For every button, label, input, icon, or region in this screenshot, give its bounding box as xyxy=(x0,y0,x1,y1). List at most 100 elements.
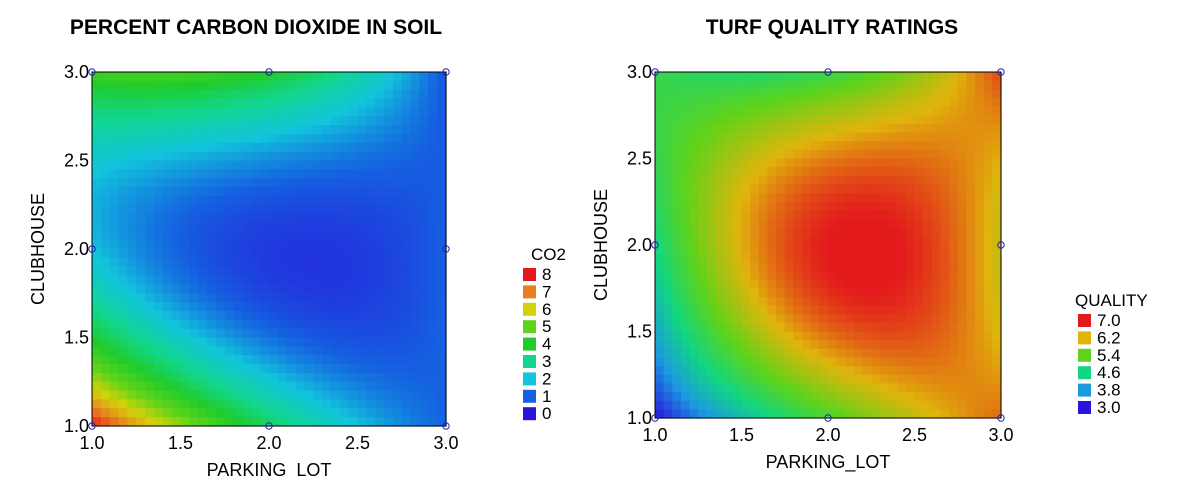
heat-cell xyxy=(672,262,682,272)
heat-cell xyxy=(905,236,916,246)
heat-cell xyxy=(401,169,412,179)
heat-cell xyxy=(189,125,199,135)
heat-cell xyxy=(879,296,890,307)
heat-cell xyxy=(914,106,924,116)
heat-cell xyxy=(715,80,725,90)
heat-cell xyxy=(215,408,226,418)
heat-cell xyxy=(330,231,341,241)
heat-cell xyxy=(914,89,924,99)
heat-cell xyxy=(975,123,985,134)
heat-cell xyxy=(233,231,244,241)
heat-cell xyxy=(419,116,429,126)
heat-cell xyxy=(957,348,967,359)
heat-cell xyxy=(914,296,924,307)
heat-cell xyxy=(207,116,217,126)
heat-cell xyxy=(672,366,682,376)
heat-cell xyxy=(348,116,359,126)
heat-cell xyxy=(357,408,367,418)
heat-cell xyxy=(428,178,438,188)
heat-cell xyxy=(853,253,864,263)
heat-cell xyxy=(750,253,760,263)
heat-cell xyxy=(905,175,916,186)
heat-cell xyxy=(375,151,385,162)
heat-cell xyxy=(322,249,332,259)
heat-cell xyxy=(888,322,898,333)
heat-cell xyxy=(136,213,146,224)
heat-cell xyxy=(233,249,244,259)
heat-cell xyxy=(923,366,933,376)
heat-cell xyxy=(118,116,128,126)
heat-cell xyxy=(655,167,665,177)
heat-cell xyxy=(153,399,164,409)
heat-cell xyxy=(384,142,394,153)
heat-cell xyxy=(428,204,438,215)
heat-cell xyxy=(437,417,447,427)
heat-cell xyxy=(295,275,305,285)
heat-cell xyxy=(966,167,976,177)
heat-cell xyxy=(819,123,829,134)
heat-cell xyxy=(153,337,164,347)
heat-cell xyxy=(758,314,769,324)
heat-cell xyxy=(655,322,665,333)
heat-cell xyxy=(957,106,967,116)
heat-cell xyxy=(357,125,367,135)
heat-cell xyxy=(957,374,967,384)
heat-cell xyxy=(698,236,708,246)
heat-cell xyxy=(776,210,786,220)
heat-cell xyxy=(732,357,743,367)
heat-cell xyxy=(118,169,128,179)
heat-cell xyxy=(410,310,421,321)
heat-cell xyxy=(810,227,820,237)
heat-cell xyxy=(663,123,673,134)
heat-cell xyxy=(207,310,217,321)
heat-cell xyxy=(715,106,725,116)
heat-cell xyxy=(793,167,803,177)
heat-cell xyxy=(295,107,305,117)
heat-cell xyxy=(897,115,907,125)
heat-cell xyxy=(437,116,447,126)
heat-cell xyxy=(655,374,665,384)
heat-cell xyxy=(940,236,950,246)
heat-cell xyxy=(242,80,252,91)
heat-cell xyxy=(767,219,777,229)
heat-cell xyxy=(145,107,155,117)
heat-cell xyxy=(931,340,942,350)
heat-cell xyxy=(836,106,846,116)
heat-cell xyxy=(680,296,691,307)
heat-cell xyxy=(260,302,270,312)
heat-cell xyxy=(339,346,350,356)
heat-cell xyxy=(215,275,226,285)
heat-cell xyxy=(940,392,950,402)
heat-cell xyxy=(127,337,137,347)
heat-cell xyxy=(348,133,359,144)
legend-swatch xyxy=(1078,331,1091,345)
heat-cell xyxy=(724,132,734,142)
heat-cell xyxy=(313,337,323,347)
heat-cell xyxy=(966,227,976,237)
heat-cell xyxy=(295,390,305,401)
heat-cell xyxy=(180,408,190,418)
heat-cell xyxy=(118,240,128,250)
heat-cell xyxy=(145,390,155,401)
heat-cell xyxy=(330,328,341,339)
heat-cell xyxy=(767,97,777,108)
heat-cell xyxy=(242,284,252,294)
heat-cell xyxy=(286,107,297,117)
heat-cell xyxy=(819,366,829,376)
heat-cell xyxy=(162,355,173,365)
heat-cell xyxy=(992,184,1002,194)
heat-cell xyxy=(348,328,359,339)
heat-cell xyxy=(845,184,855,194)
heat-cell xyxy=(153,213,164,224)
heat-cell xyxy=(180,160,190,170)
heat-cell xyxy=(136,72,146,82)
heat-cell xyxy=(957,322,967,333)
heat-cell xyxy=(732,279,743,289)
heat-cell xyxy=(401,125,412,135)
heat-cell xyxy=(871,383,881,393)
heat-cell xyxy=(810,149,820,160)
heat-cell xyxy=(100,417,111,427)
heat-cell xyxy=(145,240,155,250)
heat-cell xyxy=(136,284,146,294)
heat-cell xyxy=(339,399,350,409)
